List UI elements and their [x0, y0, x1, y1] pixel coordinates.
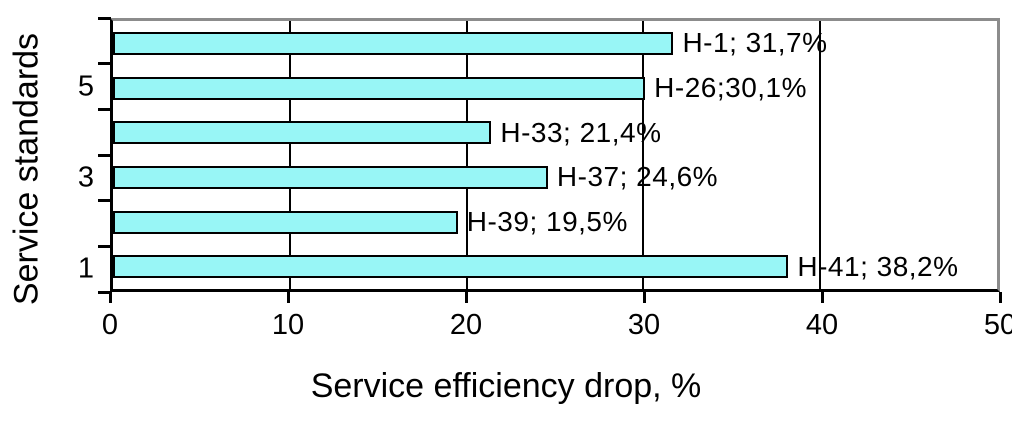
- y-axis-tick: [98, 16, 111, 20]
- y-axis-tick: [98, 244, 111, 248]
- x-axis-tick-30: [642, 292, 646, 303]
- gridline-x-10: [288, 21, 291, 289]
- bar-H-1: [113, 31, 674, 55]
- x-tick-label-0: 0: [101, 309, 119, 341]
- x-tick-label-40: 40: [805, 309, 839, 341]
- y-axis-tick: [98, 290, 111, 294]
- x-tick-label-20: 20: [449, 309, 483, 341]
- x-tick-label-30: 30: [627, 309, 661, 341]
- gridline-x-30: [642, 21, 645, 289]
- bar-row-H-33: H-33; 21,4%: [113, 110, 997, 155]
- x-axis-tick-20: [464, 292, 468, 303]
- x-axis-tick-0: [108, 292, 112, 303]
- bar-H-37: [113, 165, 548, 189]
- y-tick-label-5: 5: [77, 70, 94, 102]
- bar-H-33: [113, 121, 492, 145]
- plot-area: H-1; 31,7% H-26;30,1% H-33; 21,4% H-37; 24,…: [110, 18, 1000, 292]
- y-axis-tick: [98, 199, 111, 203]
- x-axis-tick-50: [998, 292, 1002, 303]
- bar-data-label-H-33: H-33; 21,4%: [500, 116, 662, 148]
- y-axis-tick: [98, 62, 111, 66]
- bars-container: H-1; 31,7% H-26;30,1% H-33; 21,4% H-37; 24,…: [113, 21, 997, 289]
- y-axis-tick: [98, 107, 111, 111]
- bar-row-H-39: H-39; 19,5%: [113, 200, 997, 245]
- bar-row-H-1: H-1; 31,7%: [113, 21, 997, 66]
- bar-data-label-H-39: H-39; 19,5%: [466, 206, 628, 238]
- x-tick-label-10: 10: [271, 309, 305, 341]
- y-tick-label-1: 1: [77, 252, 94, 285]
- bar-H-41: [113, 255, 789, 279]
- bar-data-label-H-26: H-26;30,1%: [654, 72, 808, 103]
- y-axis-title: Service standards: [7, 32, 46, 306]
- x-axis-tick-40: [820, 292, 824, 303]
- bar-H-26: [113, 76, 646, 100]
- gridline-x-20: [465, 21, 468, 289]
- y-axis-tick: [98, 153, 111, 157]
- y-tick-label-3: 3: [77, 161, 94, 194]
- bar-data-label-H-41: H-41; 38,2%: [797, 250, 959, 282]
- bar-row-H-37: H-37; 24,6%: [113, 155, 997, 200]
- gridline-x-40: [819, 21, 822, 289]
- x-axis-title: Service efficiency drop, %: [310, 367, 702, 405]
- bar-row-H-26: H-26;30,1%: [113, 66, 997, 111]
- bar-H-39: [113, 210, 458, 234]
- bar-data-label-H-37: H-37; 24,6%: [556, 161, 719, 193]
- bar-row-H-41: H-41; 38,2%: [113, 244, 997, 289]
- x-axis-tick-10: [286, 292, 290, 303]
- x-tick-label-50: 50: [983, 309, 1012, 341]
- bar-data-label-H-1: H-1; 31,7%: [682, 27, 828, 59]
